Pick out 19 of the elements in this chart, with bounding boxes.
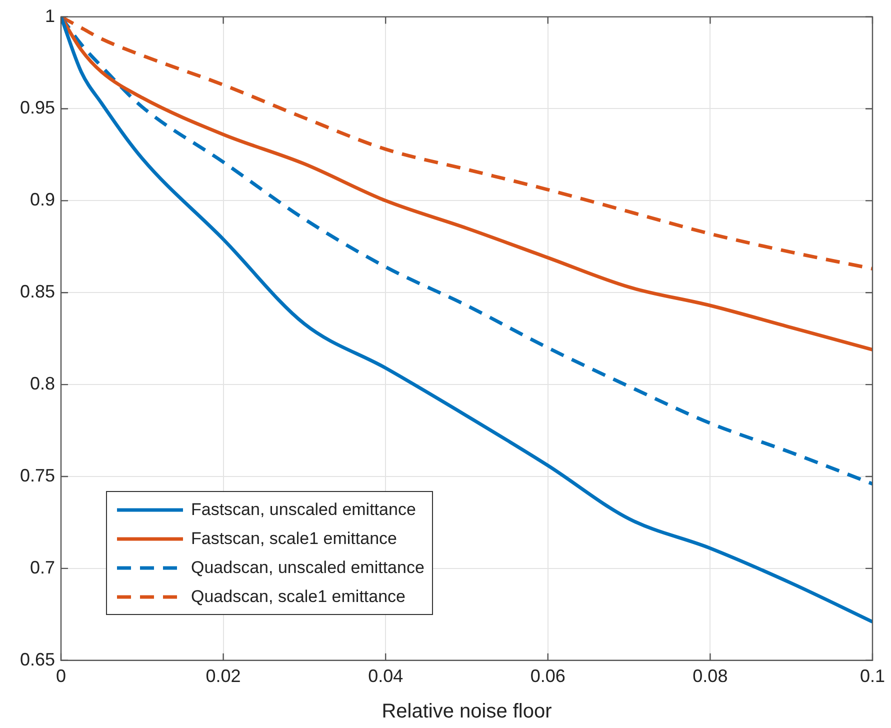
x-tick-label: 0.06 [530, 666, 566, 686]
y-tick-label: 0.9 [30, 190, 55, 210]
x-tick-label: 0.04 [368, 666, 404, 686]
legend-label: Fastscan, unscaled emittance [191, 500, 416, 520]
y-tick-label: 0.8 [30, 374, 55, 394]
x-tick-label: 0.08 [692, 666, 728, 686]
y-tick-label: 1 [44, 6, 55, 26]
y-tick-label: 0.85 [20, 282, 55, 302]
y-tick-label: 0.95 [20, 98, 55, 118]
legend-label: Quadscan, scale1 emittance [191, 586, 406, 607]
legend-label: Fastscan, scale1 emittance [191, 528, 397, 549]
y-tick-label: 0.75 [20, 465, 55, 486]
x-axis-title: Relative noise floor [382, 700, 552, 723]
y-tick-label: 0.7 [30, 557, 55, 578]
x-tick-label: 0.02 [206, 666, 241, 686]
x-tick-label: 0 [56, 666, 66, 686]
legend-label: Quadscan, unscaled emittance [191, 558, 424, 578]
y-tick-label: 0.65 [20, 649, 55, 670]
x-tick-label: 0.1 [860, 666, 886, 686]
